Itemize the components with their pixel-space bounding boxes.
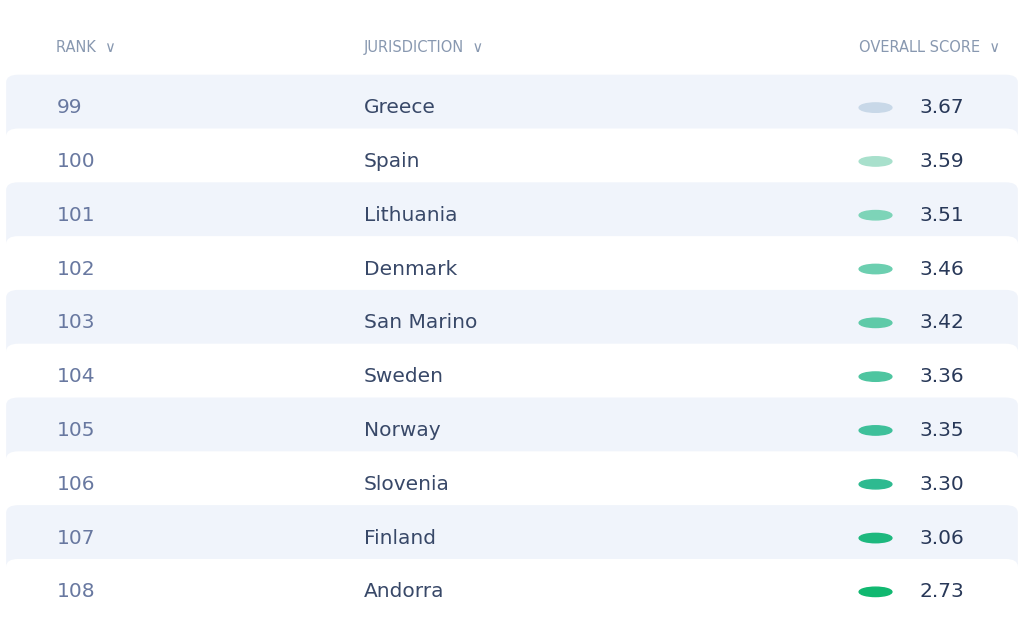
Text: JURISDICTION  ∨: JURISDICTION ∨ (364, 40, 483, 55)
Ellipse shape (859, 587, 892, 596)
Text: Denmark: Denmark (364, 260, 457, 279)
Text: Greece: Greece (364, 98, 435, 117)
Text: Norway: Norway (364, 421, 440, 440)
Text: 3.67: 3.67 (920, 98, 965, 117)
Text: Sweden: Sweden (364, 367, 443, 386)
Text: Finland: Finland (364, 529, 435, 548)
FancyBboxPatch shape (6, 236, 1018, 302)
Text: 107: 107 (56, 529, 95, 548)
Text: 3.35: 3.35 (920, 421, 965, 440)
Text: 106: 106 (56, 475, 95, 494)
Text: OVERALL SCORE  ∨: OVERALL SCORE ∨ (859, 40, 1000, 55)
Text: 105: 105 (56, 421, 95, 440)
FancyBboxPatch shape (6, 398, 1018, 463)
Text: Slovenia: Slovenia (364, 475, 450, 494)
Text: 102: 102 (56, 260, 95, 279)
Text: 3.06: 3.06 (920, 529, 965, 548)
Ellipse shape (859, 157, 892, 166)
Ellipse shape (859, 372, 892, 381)
Ellipse shape (859, 480, 892, 489)
Text: 3.30: 3.30 (920, 475, 965, 494)
Text: 3.36: 3.36 (920, 367, 965, 386)
Text: 108: 108 (56, 582, 95, 601)
Ellipse shape (859, 318, 892, 327)
FancyBboxPatch shape (6, 290, 1018, 356)
FancyBboxPatch shape (6, 182, 1018, 248)
Ellipse shape (859, 534, 892, 542)
Text: 103: 103 (56, 313, 95, 332)
FancyBboxPatch shape (6, 75, 1018, 141)
Text: 100: 100 (56, 152, 95, 171)
Ellipse shape (859, 265, 892, 273)
Text: 3.59: 3.59 (920, 152, 965, 171)
Text: Lithuania: Lithuania (364, 206, 457, 225)
Text: 2.73: 2.73 (920, 582, 965, 601)
Text: Andorra: Andorra (364, 582, 444, 601)
Ellipse shape (859, 211, 892, 220)
FancyBboxPatch shape (6, 344, 1018, 410)
Ellipse shape (859, 426, 892, 435)
Ellipse shape (859, 103, 892, 112)
FancyBboxPatch shape (6, 505, 1018, 571)
FancyBboxPatch shape (6, 128, 1018, 194)
Text: RANK  ∨: RANK ∨ (56, 40, 116, 55)
Text: Spain: Spain (364, 152, 420, 171)
Text: 104: 104 (56, 367, 95, 386)
Text: 3.46: 3.46 (920, 260, 965, 279)
FancyBboxPatch shape (6, 559, 1018, 625)
Text: 99: 99 (56, 98, 82, 117)
Text: 101: 101 (56, 206, 95, 225)
FancyBboxPatch shape (6, 451, 1018, 517)
Text: 3.51: 3.51 (920, 206, 965, 225)
Text: San Marino: San Marino (364, 313, 477, 332)
Text: 3.42: 3.42 (920, 313, 965, 332)
